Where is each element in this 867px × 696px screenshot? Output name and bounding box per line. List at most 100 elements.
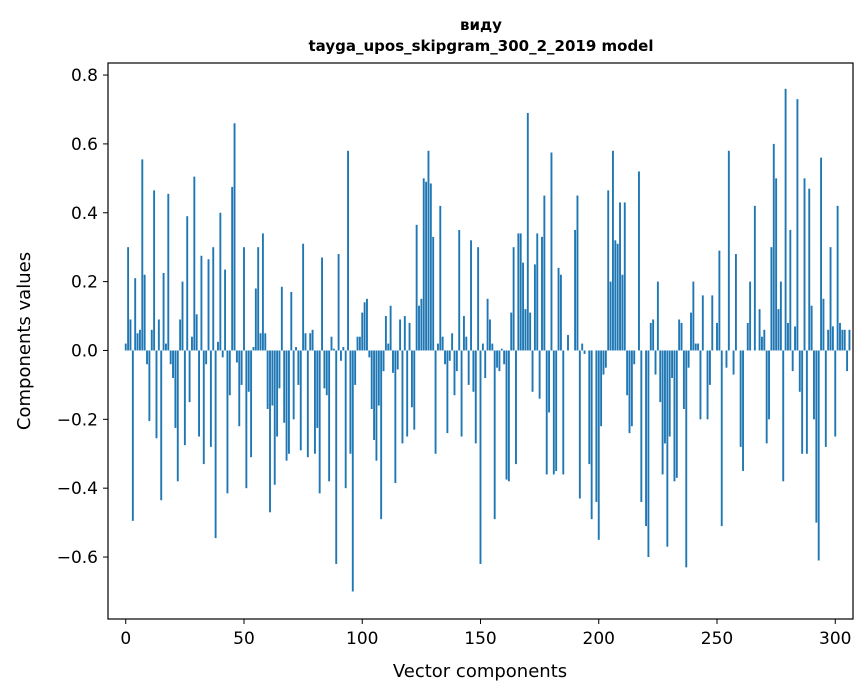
bar-80 [314, 350, 316, 454]
bar-167 [519, 233, 522, 351]
bar-277 [779, 281, 782, 351]
bar-301 [836, 205, 839, 351]
bar-70 [290, 291, 293, 351]
bar-224 [654, 350, 657, 375]
bar-82 [318, 350, 321, 494]
chart-title-line1: виду [460, 16, 502, 34]
bar-209 [619, 202, 621, 351]
x-tick-label: 300 [819, 629, 851, 649]
bar-251 [718, 250, 721, 351]
bar-197 [590, 350, 593, 520]
bar-127 [425, 181, 428, 351]
bar-222 [649, 322, 652, 351]
bar-59 [264, 333, 267, 351]
bar-36 [209, 350, 212, 447]
bar-284 [796, 99, 799, 351]
bar-225 [656, 281, 659, 351]
bar-276 [777, 309, 780, 351]
bar-231 [671, 350, 674, 379]
bar-28 [191, 336, 193, 351]
bar-76 [304, 333, 307, 351]
x-axis-label: Vector components [393, 661, 567, 682]
bar-61 [269, 350, 271, 513]
bar-236 [682, 350, 685, 409]
bar-54 [252, 347, 255, 351]
bar-213 [628, 350, 631, 434]
bar-42 [224, 269, 227, 351]
bar-135 [444, 350, 446, 365]
bar-122 [413, 350, 416, 430]
bar-229 [666, 350, 669, 547]
bar-1 [127, 247, 130, 351]
bar-299 [831, 326, 834, 351]
bar-79 [311, 329, 314, 351]
bar-207 [614, 240, 617, 351]
bar-5 [136, 333, 139, 351]
bar-133 [439, 205, 442, 351]
bar-241 [694, 343, 697, 351]
bar-35 [207, 259, 210, 351]
bar-173 [533, 264, 536, 351]
bar-286 [801, 350, 804, 454]
bar-4 [134, 278, 137, 351]
bar-145 [467, 350, 470, 385]
bar-72 [295, 347, 297, 351]
bar-129 [429, 183, 432, 351]
bar-304 [843, 329, 846, 351]
bar-7 [141, 159, 144, 351]
bar-170 [526, 112, 529, 351]
bar-295 [822, 298, 825, 351]
bar-37 [212, 247, 215, 351]
bar-111 [387, 343, 390, 351]
bar-107 [377, 350, 380, 406]
bar-85 [325, 350, 328, 396]
bar-278 [782, 350, 785, 482]
bar-43 [226, 350, 229, 494]
bar-288 [805, 350, 808, 454]
bar-116 [399, 319, 402, 351]
bar-252 [720, 350, 723, 527]
bar-150 [479, 350, 482, 564]
bar-234 [678, 319, 681, 351]
bar-64 [276, 350, 279, 437]
bar-131 [434, 350, 437, 454]
bar-91 [340, 350, 342, 361]
bar-297 [827, 329, 830, 351]
bar-143 [463, 316, 465, 351]
bar-23 [179, 319, 182, 351]
bar-50 [243, 247, 245, 351]
bar-134 [441, 336, 444, 351]
bar-298 [829, 247, 832, 351]
y-axis-ticks: −0.6 −0.4 −0.2 0.0 0.2 0.4 0.6 0.8 [57, 66, 108, 568]
bar-14 [157, 319, 160, 351]
bar-305 [846, 350, 849, 372]
bar-18 [167, 193, 170, 351]
bar-160 [503, 350, 506, 365]
bar-119 [406, 350, 409, 437]
bar-93 [344, 350, 347, 489]
bar-19 [169, 350, 172, 365]
bar-214 [630, 350, 633, 427]
bar-193 [581, 343, 584, 351]
bar-90 [337, 254, 340, 351]
bar-63 [273, 350, 276, 485]
bar-159 [500, 348, 503, 351]
bar-114 [394, 350, 397, 484]
bar-283 [794, 326, 796, 351]
bar-280 [787, 322, 789, 351]
bar-149 [477, 247, 480, 351]
bar-154 [489, 319, 491, 351]
bar-2 [129, 319, 132, 351]
bar-303 [841, 329, 844, 351]
bar-20 [172, 350, 174, 379]
bar-109 [382, 350, 385, 372]
bar-139 [453, 350, 456, 396]
bar-34 [205, 350, 208, 365]
y-tick-label: −0.4 [57, 479, 98, 499]
bar-233 [675, 350, 678, 478]
bar-83 [321, 257, 323, 351]
bar-260 [739, 350, 742, 447]
bar-275 [775, 178, 778, 351]
bar-51 [245, 350, 248, 489]
bar-136 [446, 350, 449, 434]
